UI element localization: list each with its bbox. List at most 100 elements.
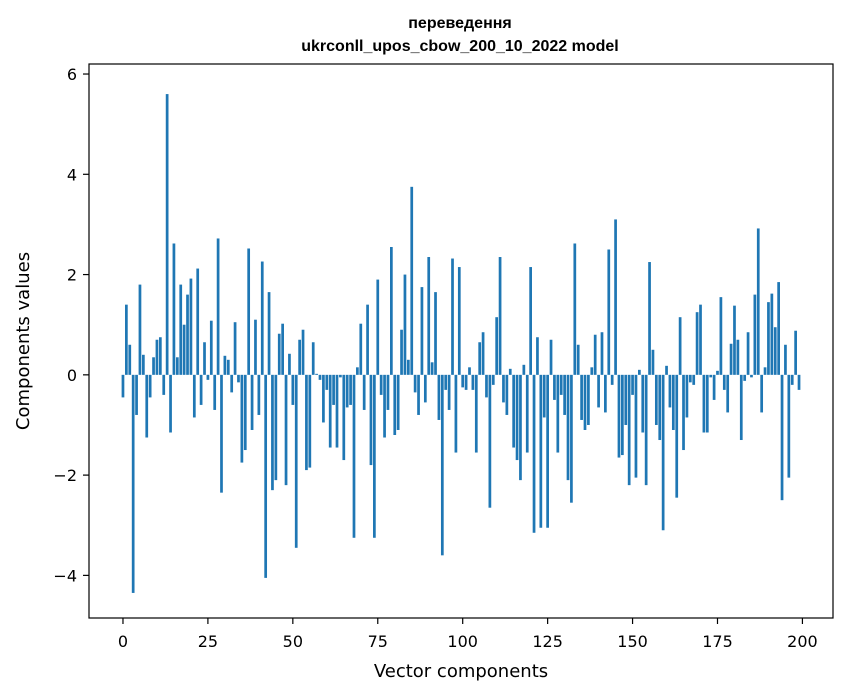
x-tick-label: 150 bbox=[617, 632, 648, 651]
bar bbox=[369, 374, 373, 466]
x-tick-label: 100 bbox=[447, 632, 478, 651]
bar bbox=[220, 374, 223, 493]
bar bbox=[767, 302, 770, 375]
bar bbox=[699, 304, 702, 375]
y-tick-label: −4 bbox=[53, 566, 77, 585]
bar bbox=[583, 374, 587, 430]
bar bbox=[559, 374, 563, 395]
bar bbox=[301, 329, 305, 375]
bar bbox=[318, 374, 322, 380]
bar bbox=[332, 374, 335, 405]
bar bbox=[621, 374, 624, 456]
y-axis-label: Components values bbox=[13, 252, 34, 430]
bar bbox=[257, 374, 261, 415]
bar bbox=[566, 374, 570, 481]
bar bbox=[580, 374, 583, 420]
chart-title-line-1: переведення bbox=[408, 15, 511, 32]
bar bbox=[682, 374, 685, 451]
bar bbox=[260, 261, 264, 375]
bar bbox=[624, 374, 628, 425]
bar bbox=[739, 374, 743, 441]
bar bbox=[291, 374, 295, 405]
bar bbox=[356, 367, 359, 375]
chart-title-line-2: ukrconll_upos_cbow_200_10_2022 model bbox=[301, 38, 618, 55]
bar bbox=[753, 294, 757, 375]
bar bbox=[495, 317, 499, 375]
bar bbox=[464, 374, 468, 390]
bar bbox=[587, 374, 590, 425]
bar bbox=[502, 374, 505, 403]
bar bbox=[254, 319, 257, 375]
bar bbox=[641, 374, 645, 433]
bar bbox=[695, 312, 699, 375]
bar bbox=[158, 337, 162, 375]
bar bbox=[702, 374, 706, 433]
bar bbox=[760, 374, 764, 413]
bar bbox=[539, 374, 543, 528]
bar bbox=[267, 292, 271, 375]
bar bbox=[142, 354, 145, 375]
bar bbox=[478, 342, 482, 375]
bar bbox=[488, 374, 492, 508]
bar bbox=[186, 294, 189, 375]
bar bbox=[233, 322, 237, 375]
bar bbox=[576, 344, 580, 375]
bar bbox=[305, 374, 308, 471]
bar bbox=[536, 337, 539, 375]
bar bbox=[508, 368, 512, 375]
bar bbox=[281, 323, 284, 375]
bar bbox=[345, 374, 349, 408]
bar bbox=[797, 374, 801, 390]
bar bbox=[638, 369, 641, 375]
bar bbox=[688, 374, 692, 383]
bar bbox=[226, 359, 230, 375]
x-axis-ticks: 0 25 50 75 100 125 150 175 200 bbox=[118, 618, 818, 651]
bar bbox=[196, 268, 200, 375]
bar bbox=[780, 374, 784, 501]
bar bbox=[634, 374, 638, 478]
bar bbox=[240, 374, 244, 463]
bar bbox=[223, 355, 227, 375]
bar bbox=[277, 333, 281, 375]
bar bbox=[396, 374, 400, 430]
bar bbox=[729, 343, 733, 375]
bar bbox=[627, 374, 631, 486]
bar bbox=[532, 374, 536, 533]
bar bbox=[556, 374, 560, 453]
bar bbox=[756, 228, 760, 375]
bar bbox=[410, 186, 414, 375]
bar bbox=[654, 374, 658, 425]
plot-area-frame bbox=[88, 63, 834, 619]
bar bbox=[271, 374, 274, 491]
bar bbox=[685, 374, 689, 418]
bar bbox=[274, 374, 278, 481]
bar bbox=[284, 374, 288, 486]
bar bbox=[373, 374, 376, 538]
bar bbox=[678, 317, 682, 375]
bar bbox=[145, 374, 149, 438]
bar bbox=[172, 243, 176, 375]
x-tick-label: 0 bbox=[118, 632, 128, 651]
bar bbox=[413, 374, 417, 393]
x-tick-label: 50 bbox=[283, 632, 303, 651]
bar bbox=[138, 284, 142, 375]
bar bbox=[189, 278, 193, 375]
bar bbox=[352, 374, 356, 538]
bar bbox=[648, 262, 651, 375]
bar bbox=[705, 374, 709, 433]
bar bbox=[522, 364, 526, 375]
bar bbox=[773, 327, 777, 375]
bar bbox=[546, 374, 549, 528]
bar bbox=[607, 249, 611, 375]
bar bbox=[529, 267, 532, 375]
bar bbox=[743, 374, 747, 381]
bar bbox=[712, 374, 716, 400]
bar bbox=[423, 374, 427, 403]
bar bbox=[675, 374, 679, 498]
bar bbox=[457, 267, 461, 375]
y-tick-label: 6 bbox=[67, 65, 77, 84]
bar bbox=[386, 374, 390, 410]
bar bbox=[417, 374, 420, 415]
bar bbox=[247, 248, 251, 375]
